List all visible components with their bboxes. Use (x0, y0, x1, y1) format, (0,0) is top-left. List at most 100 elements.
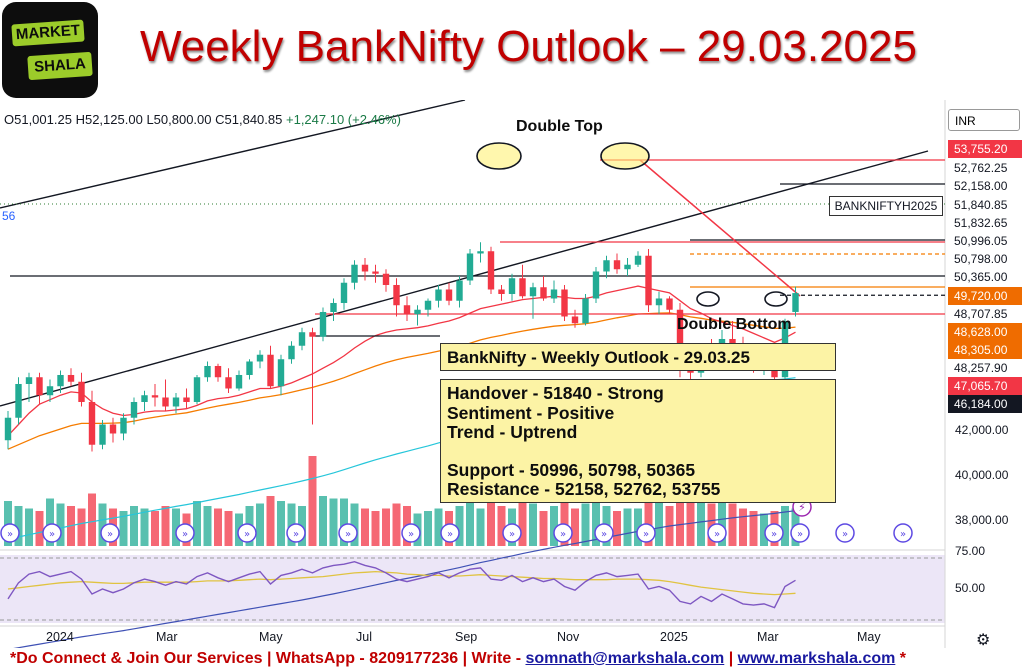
candle-body (78, 381, 85, 402)
volume-bar (497, 506, 506, 546)
price-axis-tick: 42,000.00 (955, 423, 1009, 437)
price-chart[interactable]: » » » » » » » » » » » » » » » » » » ⚡ (0, 100, 1022, 648)
candle (372, 264, 379, 283)
event-arrow-ring (553, 523, 573, 543)
volume-bar (151, 511, 159, 546)
ema-mid-line (7, 312, 796, 450)
candle-body (550, 289, 558, 299)
candle (603, 255, 610, 279)
logo-shala-text: SHALA (27, 51, 93, 81)
volume-bar (161, 506, 170, 546)
candle-body (771, 365, 778, 378)
candle-body (487, 251, 495, 290)
price-label: 52,762.25 (948, 159, 1022, 177)
currency-select[interactable]: INR (948, 109, 1020, 131)
event-arrow-ring (0, 523, 20, 543)
outlook-details-box: Handover - 51840 - Strong Sentiment - Po… (440, 379, 836, 503)
event-arrow-glyph: » (7, 529, 13, 540)
candle (78, 372, 85, 407)
volume-bar (676, 498, 684, 546)
event-arrow-ring (502, 523, 522, 543)
candle (130, 397, 138, 425)
time-axis-label: May (259, 630, 283, 644)
event-arrow-glyph: » (560, 529, 566, 540)
candle-body (277, 359, 285, 387)
volume-bar (644, 496, 653, 546)
double-top-marker (600, 142, 650, 170)
price-label: 51,832.65 (948, 214, 1022, 232)
candle (4, 410, 12, 450)
event-arrow-ring (707, 523, 727, 543)
ohlc-open: O51,001.25 (4, 112, 72, 127)
candle-body (540, 287, 547, 299)
candle-body (309, 332, 316, 337)
event-arrow-icon: » (553, 523, 573, 543)
candle (561, 284, 568, 321)
volume-bar (613, 511, 621, 546)
markshala-logo: MARKET SHALA (2, 2, 98, 98)
candle (120, 413, 127, 441)
event-arrow-icon: » (237, 523, 257, 543)
volume-bar (14, 506, 23, 546)
event-arrow-icon: » (835, 523, 855, 543)
event-arrow-ring (440, 523, 460, 543)
candle (193, 374, 201, 405)
candle (277, 354, 285, 396)
event-arrow-ring (100, 523, 120, 543)
candle-body (225, 377, 232, 389)
email-link[interactable]: somnath@markshala.com (525, 650, 725, 667)
candle (298, 327, 306, 351)
candle-body (36, 377, 43, 396)
event-arrow-glyph: » (601, 529, 607, 540)
event-arrow-icon: » (440, 523, 460, 543)
candle (466, 248, 474, 285)
candle-body (529, 287, 537, 297)
ohlc-high: H52,125.00 (75, 112, 143, 127)
volume-bar (466, 501, 474, 546)
event-arrow-glyph: » (842, 529, 848, 540)
ohlc-change: +1,247.10 (+2.46%) (286, 112, 401, 127)
candle (792, 286, 799, 317)
candle (256, 350, 264, 369)
candle (403, 296, 411, 321)
ema-short-line (7, 285, 796, 437)
candle (162, 379, 169, 411)
volume-bar (707, 503, 716, 546)
candle (529, 282, 537, 319)
candle (172, 392, 180, 414)
event-arrow-ring (401, 523, 421, 543)
candle-body (435, 289, 442, 301)
event-arrow-ring (338, 523, 358, 543)
footer-separator: | (724, 650, 738, 667)
candle-body (246, 361, 253, 375)
time-axis-label: Mar (757, 630, 779, 644)
candle-body (498, 289, 505, 294)
candle (456, 275, 463, 308)
candle-body (340, 282, 348, 303)
volume-bar (329, 498, 338, 546)
volume-bar (203, 506, 212, 546)
header-banner: MARKET SHALA Weekly BankNifty Outlook – … (0, 0, 1022, 100)
event-arrow-icon: » (790, 523, 810, 543)
website-link[interactable]: www.markshala.com (737, 650, 896, 667)
event-arrow-ring (175, 523, 195, 543)
candle (508, 273, 516, 301)
candle-body (456, 280, 463, 301)
candle-body (624, 264, 631, 270)
rsi-axis-tick: 75.00 (955, 544, 986, 558)
candle-body (645, 255, 652, 306)
candle-body (109, 424, 117, 434)
rsi-line (7, 560, 796, 609)
time-axis-label: Sep (455, 630, 478, 644)
candle (288, 341, 295, 364)
candle (414, 305, 421, 326)
candle (540, 275, 547, 301)
candle (361, 257, 369, 281)
volume-bar (623, 508, 632, 546)
volume-bar (634, 508, 642, 546)
candle-body (120, 417, 127, 434)
candle (67, 368, 75, 387)
gear-icon[interactable]: ⚙ (976, 632, 991, 649)
volume-bar (130, 506, 138, 546)
price-label: 53,755.20 (948, 140, 1022, 158)
